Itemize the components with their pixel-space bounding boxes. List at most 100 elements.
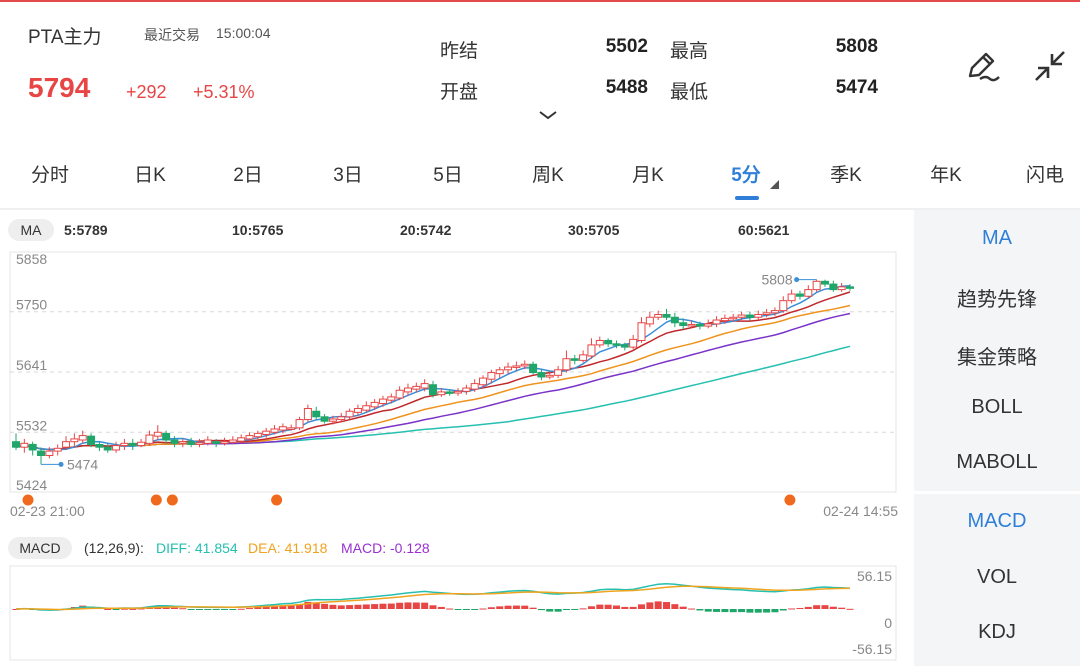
tab-4[interactable]: 5日 bbox=[433, 165, 463, 186]
macd-bar bbox=[504, 605, 512, 609]
candle-body bbox=[562, 358, 571, 371]
candle-body bbox=[729, 316, 738, 320]
side-item-sub-2[interactable]: KDJ bbox=[978, 621, 1016, 643]
macd-chart[interactable]: 56.15 0 -56.15 bbox=[0, 562, 912, 666]
candle-body bbox=[128, 442, 137, 447]
instrument-name: PTA主力 bbox=[28, 27, 102, 48]
pen-draw-icon[interactable] bbox=[962, 46, 1002, 86]
divider bbox=[0, 208, 1080, 210]
ma20-value: 20:5742 bbox=[400, 222, 452, 238]
macd-bar bbox=[429, 605, 437, 609]
candle-body bbox=[679, 322, 688, 327]
macd-bar bbox=[688, 608, 696, 610]
macd-bar bbox=[462, 609, 470, 610]
tab-10[interactable]: 闪电 bbox=[1025, 165, 1064, 186]
candle-body bbox=[278, 426, 287, 431]
candle-body bbox=[629, 338, 638, 348]
tab-dropdown-corner-icon[interactable] bbox=[770, 180, 779, 189]
tab-5[interactable]: 周K bbox=[532, 165, 564, 186]
x-end-label: 02-24 14:55 bbox=[823, 503, 898, 519]
candlestick-chart[interactable]: 5858 5750 5641 5532 5424 5808 5474 02-23 21:00 0… bbox=[0, 244, 912, 524]
macd-bar bbox=[337, 605, 345, 609]
candle-body bbox=[804, 289, 813, 297]
candle-body bbox=[604, 339, 613, 345]
tab-3[interactable]: 3日 bbox=[333, 165, 363, 186]
macd-bar bbox=[112, 609, 120, 610]
macd-badge[interactable]: MACD bbox=[8, 537, 72, 559]
macd-bar bbox=[262, 606, 270, 609]
tab-9[interactable]: 年K bbox=[930, 165, 962, 186]
candle-body bbox=[387, 396, 396, 401]
period-tabs: 分时 日K 2日 3日 5日 周K 月K 5分 季K 年K 闪电 bbox=[0, 150, 1080, 198]
high-marker-dot bbox=[794, 277, 800, 283]
tab-0[interactable]: 分时 bbox=[30, 165, 69, 186]
candle-body bbox=[53, 447, 62, 452]
candle-body bbox=[670, 316, 679, 324]
macd-bar bbox=[346, 605, 354, 609]
macd-bar bbox=[379, 603, 387, 609]
macd-bar bbox=[396, 602, 404, 609]
macd-bar bbox=[846, 608, 854, 610]
macd-bar bbox=[271, 605, 279, 609]
macd-bar bbox=[821, 605, 829, 609]
candle-body bbox=[420, 383, 429, 389]
candle-body bbox=[779, 300, 788, 312]
macd-bar bbox=[512, 605, 520, 609]
collapse-arrows-icon[interactable] bbox=[1030, 46, 1070, 86]
candle-body bbox=[795, 293, 804, 297]
candle-body bbox=[554, 369, 563, 376]
ma60-value: 60:5621 bbox=[738, 222, 790, 238]
tab-7[interactable]: 5分 bbox=[731, 165, 761, 186]
candle-body bbox=[454, 390, 463, 394]
chevron-down-icon[interactable] bbox=[538, 108, 558, 122]
side-item-main-2[interactable]: 集金策略 bbox=[957, 347, 1037, 369]
last-price: 5794 bbox=[28, 72, 91, 103]
candle-body bbox=[695, 323, 704, 327]
candle-body bbox=[212, 441, 221, 444]
candle-body bbox=[228, 439, 237, 443]
ma-badge[interactable]: MA bbox=[8, 219, 54, 241]
candle-body bbox=[537, 372, 546, 378]
side-item-sub-0[interactable]: MACD bbox=[967, 510, 1027, 532]
macd-bar bbox=[696, 609, 704, 611]
side-item-main-3[interactable]: BOLL bbox=[971, 396, 1023, 418]
candle-body bbox=[712, 319, 721, 325]
candle-body bbox=[162, 432, 171, 441]
ma5-value: 5:5789 bbox=[64, 222, 108, 238]
y-tick-label: 5858 bbox=[16, 251, 47, 267]
macd-bar bbox=[537, 609, 545, 611]
side-item-main-4[interactable]: MABOLL bbox=[956, 451, 1038, 473]
candle-body bbox=[378, 398, 387, 405]
macd-bar bbox=[638, 604, 645, 609]
tab-8[interactable]: 季K bbox=[830, 165, 862, 186]
candle-body bbox=[78, 435, 87, 441]
candle-body bbox=[120, 442, 129, 447]
candle-body bbox=[303, 407, 312, 421]
open-label: 开盘 bbox=[440, 82, 479, 103]
ma5-line bbox=[15, 285, 851, 451]
side-item-main-1[interactable]: 趋势先锋 bbox=[957, 289, 1037, 311]
candle-body bbox=[337, 416, 346, 421]
candle-body bbox=[462, 387, 471, 392]
macd-bar bbox=[362, 604, 370, 609]
tab-6[interactable]: 月K bbox=[632, 165, 664, 186]
tab-1[interactable]: 日K bbox=[134, 165, 166, 186]
candle-body bbox=[520, 363, 529, 367]
side-panel-separator bbox=[914, 491, 1080, 494]
candle-body bbox=[512, 365, 521, 368]
macd-bar bbox=[804, 606, 812, 609]
macd-diff-line bbox=[15, 583, 851, 611]
tab-2[interactable]: 2日 bbox=[233, 165, 263, 186]
last-trade-label: 最近交易 bbox=[144, 27, 200, 43]
macd-bar bbox=[496, 606, 504, 609]
candle-body bbox=[637, 322, 646, 341]
side-item-sub-1[interactable]: VOL bbox=[976, 566, 1018, 588]
candle-body bbox=[362, 405, 371, 411]
candle-body bbox=[70, 438, 79, 443]
macd-bar bbox=[829, 606, 837, 609]
side-item-main-0[interactable]: MA bbox=[982, 227, 1012, 249]
candle-body bbox=[545, 374, 554, 378]
macd-bar bbox=[546, 609, 554, 612]
macd-bar bbox=[229, 609, 237, 610]
high-value: 5808 bbox=[835, 36, 878, 57]
